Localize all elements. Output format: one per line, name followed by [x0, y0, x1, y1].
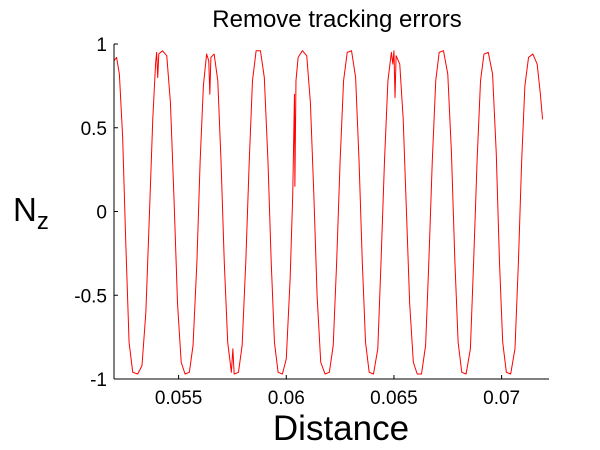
y-tick-label: -1 [90, 370, 107, 391]
y-axis-label: Nz [13, 191, 49, 235]
y-axis-label-subscript: z [37, 208, 49, 235]
y-tick-label: 1 [96, 35, 107, 56]
chart-title: Remove tracking errors [212, 6, 461, 33]
x-tick-label: 0.07 [483, 388, 520, 409]
x-tick-label: 0.06 [268, 388, 305, 409]
x-tick-label: 0.065 [370, 388, 418, 409]
x-axis-ticks: 0.055 0.06 0.065 0.07 [155, 375, 520, 409]
y-tick-label: -0.5 [74, 286, 107, 307]
series-line-1 [113, 50, 544, 375]
x-axis-label: Distance [273, 409, 409, 448]
y-axis-label-main: N [13, 191, 37, 228]
y-tick-label: 0.5 [81, 119, 107, 140]
x-tick-label: 0.055 [155, 388, 203, 409]
y-axis-ticks: 1 0.5 0 -0.5 -1 [74, 35, 118, 391]
y-tick-label: 0 [96, 203, 107, 224]
plot-area [113, 50, 544, 375]
